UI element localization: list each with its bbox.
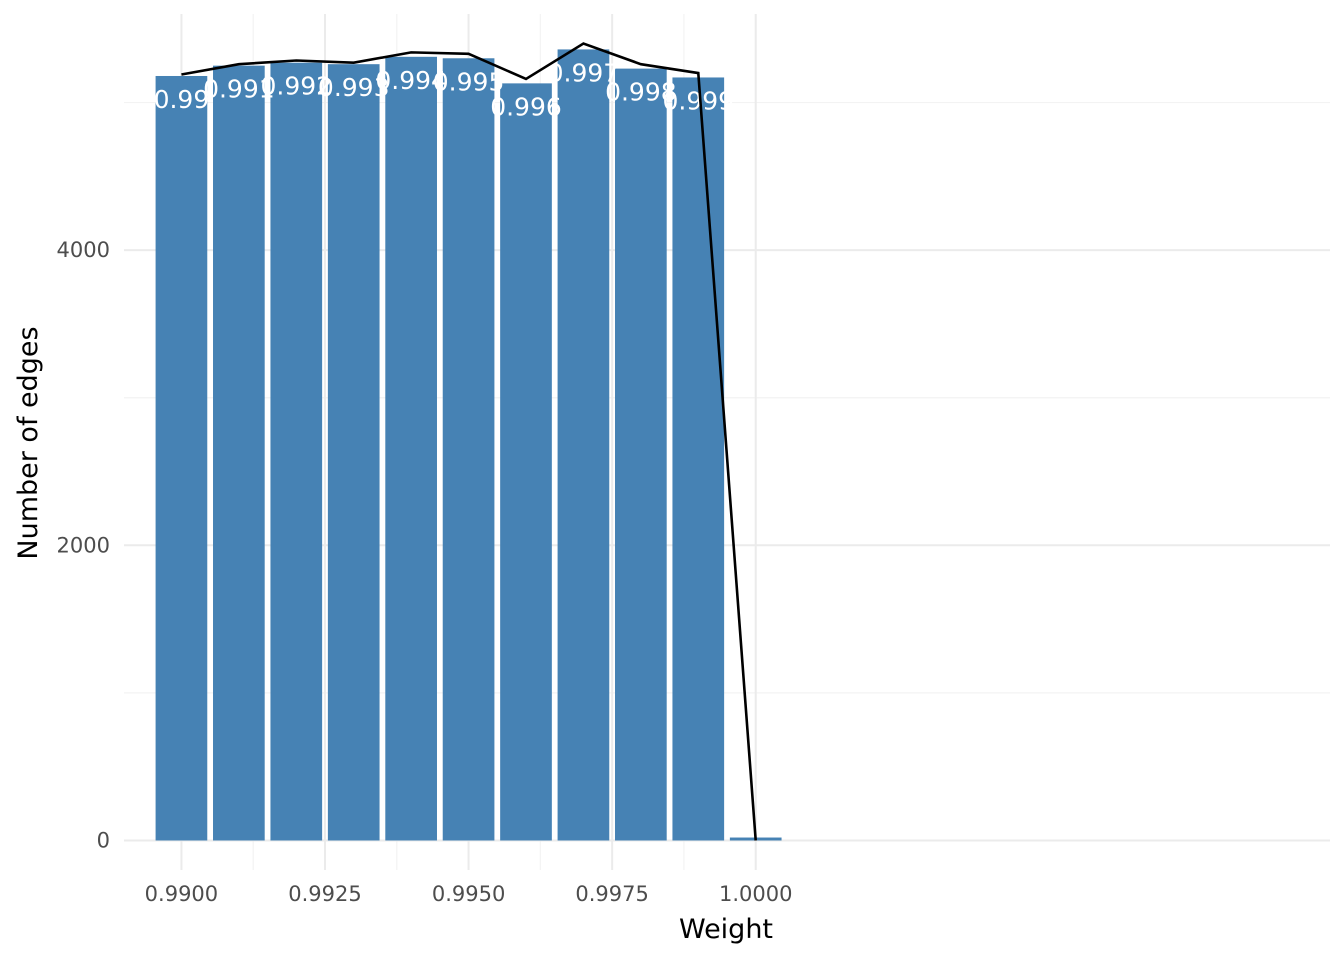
bar <box>442 58 495 841</box>
x-tick-label: 0.9950 <box>432 882 505 906</box>
x-tick-label: 0.9900 <box>145 882 218 906</box>
bar-value-label: 0.995 <box>433 67 505 96</box>
bar <box>385 56 437 841</box>
x-axis-title: Weight <box>679 914 773 945</box>
bar-value-label: 0.993 <box>318 73 390 102</box>
bar <box>155 75 208 841</box>
bar-value-label: 0.997 <box>548 58 620 87</box>
bar <box>672 77 725 841</box>
bar <box>270 62 323 841</box>
x-tick-label: 0.9975 <box>575 882 648 906</box>
bar <box>500 83 552 841</box>
bar-value-label: 0.992 <box>260 72 332 101</box>
bar-value-label: 0.991 <box>203 75 275 104</box>
bar <box>327 64 380 841</box>
bar <box>557 49 610 841</box>
y-tick-label: 2000 <box>57 533 110 557</box>
bar-value-label: 0.998 <box>605 78 677 107</box>
bar-value-label: 0.996 <box>490 92 562 121</box>
gridlines <box>124 14 1330 870</box>
x-axis-ticks: 0.9900 0.9925 0.9950 0.9975 1.0000 <box>145 882 793 906</box>
trend-line <box>181 42 758 841</box>
y-axis-title: Number of edges <box>13 326 44 559</box>
bars <box>155 49 782 841</box>
bar <box>615 68 667 841</box>
x-tick-label: 1.0000 <box>719 882 792 906</box>
bar-value-label: 0.999 <box>662 86 734 115</box>
bar-value-label: 0.99 <box>154 85 210 114</box>
y-axis-ticks: 0 2000 4000 <box>57 238 110 852</box>
bar-labels: 0.990.9910.9920.9930.9940.9950.9960.9970… <box>154 58 734 121</box>
bar-value-label: 0.994 <box>375 66 447 95</box>
x-tick-label: 0.9925 <box>288 882 361 906</box>
y-tick-label: 4000 <box>57 238 110 262</box>
bar <box>213 65 265 841</box>
trend-line-group <box>181 42 758 841</box>
y-tick-label: 0 <box>97 828 110 852</box>
